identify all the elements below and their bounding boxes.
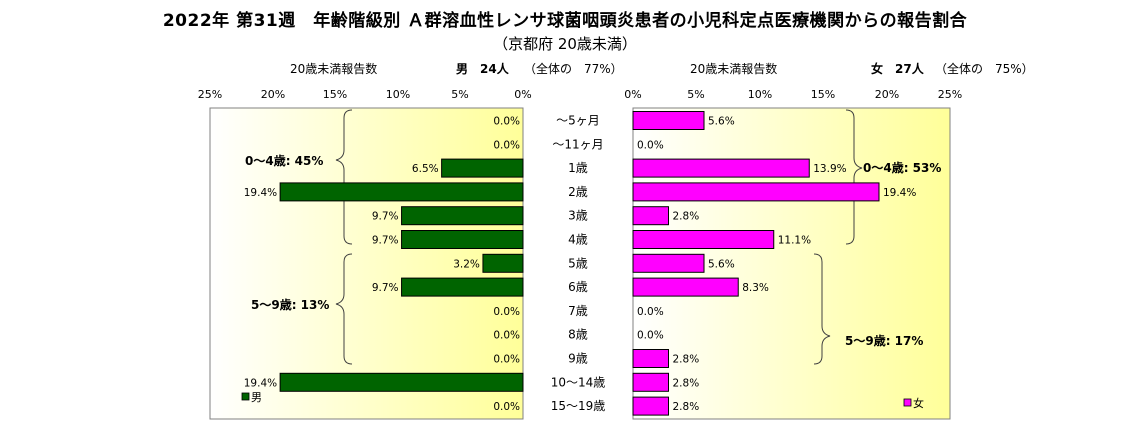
category-label: ～5ヶ月 — [556, 114, 600, 128]
male-group-braces — [335, 109, 353, 365]
female-bar — [632, 206, 670, 226]
female-data-label: 2.8% — [673, 377, 700, 389]
female-tick: 5% — [687, 88, 704, 101]
male-header-count: 男 24人 — [456, 61, 510, 76]
female-bar — [632, 230, 775, 249]
male-data-label: 3.2% — [453, 258, 480, 270]
category-label: 6歳 — [568, 280, 588, 294]
female-group-label-5-9: 5～9歳: 17% — [845, 333, 923, 348]
female-header-count: 女 27人 — [871, 61, 925, 76]
female-data-label: 0.0% — [637, 306, 664, 318]
female-bar — [632, 277, 739, 297]
male-brace-0-4 — [335, 109, 353, 245]
male-data-label: 9.7% — [372, 211, 399, 223]
category-label: 2歳 — [568, 185, 588, 199]
male-tick: 10% — [386, 88, 410, 101]
male-data-label: 6.5% — [412, 163, 439, 175]
female-legend: 女 — [903, 396, 924, 410]
male-data-label: 0.0% — [493, 116, 520, 128]
female-bar — [632, 349, 670, 368]
male-tick: 15% — [323, 88, 347, 101]
male-axis-ticks: 25% 20% 15% 10% 5% 0% — [198, 88, 532, 101]
category-label: 3歳 — [568, 209, 588, 223]
male-group-label-0-4: 0～4歳: 45% — [245, 153, 323, 168]
female-data-label: 0.0% — [637, 139, 664, 151]
female-legend-swatch — [903, 398, 912, 407]
category-label: 1歳 — [568, 161, 588, 175]
male-legend-swatch — [241, 392, 250, 401]
male-bar — [279, 372, 524, 392]
chart-title: 2022年 第31週 年齢階級別 Ａ群溶血性レンサ球菌咽頭炎患者の小児科定点医療… — [162, 11, 968, 31]
female-data-label: 2.8% — [673, 354, 700, 366]
male-data-label: 0.0% — [493, 401, 520, 413]
female-bar — [632, 158, 810, 178]
category-label: 9歳 — [568, 352, 588, 366]
female-bar — [632, 111, 705, 130]
female-tick: 20% — [875, 88, 899, 101]
male-tick: 25% — [198, 88, 222, 101]
male-data-label: 0.0% — [493, 139, 520, 151]
category-label: 8歳 — [568, 328, 588, 342]
female-header-label: 20歳未満報告数 — [690, 61, 777, 76]
female-brace-5-9 — [813, 253, 831, 365]
female-tick: 25% — [938, 88, 962, 101]
male-data-label: 9.7% — [372, 235, 399, 247]
female-tick: 15% — [811, 88, 835, 101]
male-data-label: 0.0% — [493, 330, 520, 342]
female-brace-0-4 — [845, 109, 863, 245]
male-tick: 5% — [451, 88, 468, 101]
female-axis-ticks: 0% 5% 10% 15% 20% 25% — [624, 88, 962, 101]
female-data-label: 0.0% — [637, 330, 664, 342]
male-bar — [401, 277, 524, 297]
female-bar — [632, 182, 880, 202]
male-data-label: 0.0% — [493, 306, 520, 318]
female-group-label-0-4: 0～4歳: 53% — [863, 160, 941, 175]
female-data-label: 13.9% — [813, 163, 846, 175]
female-legend-label: 女 — [913, 396, 924, 410]
female-data-label: 5.6% — [708, 258, 735, 270]
category-label: ～11ヶ月 — [552, 137, 603, 151]
male-bar — [482, 253, 524, 273]
category-label: 7歳 — [568, 304, 588, 318]
male-header-share: （全体の 77%） — [524, 61, 623, 76]
male-data-label: 19.4% — [244, 377, 277, 389]
female-header-share: （全体の 75%） — [935, 61, 1034, 76]
category-label: 4歳 — [568, 233, 588, 247]
male-legend-label: 男 — [251, 391, 262, 404]
male-data-label: 9.7% — [372, 282, 399, 294]
male-bars: 0.0% 0.0% 6.5% 19.4% 9.7% 9.7% 3.2% 9.7% 0.0% 0.0… — [244, 116, 524, 413]
male-group-label-5-9: 5～9歳: 13% — [251, 297, 329, 312]
female-data-label: 5.6% — [708, 116, 735, 128]
male-legend: 男 — [241, 391, 262, 404]
male-bar — [441, 158, 524, 178]
female-group-braces — [813, 109, 863, 365]
female-data-label: 11.1% — [778, 235, 811, 247]
category-label: 5歳 — [568, 256, 588, 270]
female-tick: 10% — [748, 88, 772, 101]
category-labels: ～5ヶ月 ～11ヶ月 1歳 2歳 3歳 4歳 5歳 6歳 7歳 8歳 9歳 10～14歳 15～19歳 — [551, 114, 606, 414]
female-bars: 5.6% 0.0% 13.9% 19.4% 2.8% 11.1% 5.6% 8.3% 0.0% 0… — [632, 111, 916, 416]
female-data-label: 8.3% — [742, 282, 769, 294]
female-bar — [632, 372, 670, 392]
male-bar — [401, 206, 524, 226]
male-tick: 20% — [261, 88, 285, 101]
male-tick: 0% — [514, 88, 531, 101]
female-tick: 0% — [624, 88, 641, 101]
male-brace-5-9 — [335, 253, 353, 365]
chart-subtitle: （京都府 20歳未満） — [493, 35, 637, 53]
male-data-label: 0.0% — [493, 354, 520, 366]
female-data-label: 19.4% — [883, 187, 916, 199]
male-bar — [279, 182, 524, 202]
female-data-label: 2.8% — [673, 401, 700, 413]
male-header-label: 20歳未満報告数 — [290, 61, 377, 76]
female-bar — [632, 396, 670, 416]
category-label: 15～19歳 — [551, 399, 606, 413]
category-label: 10～14歳 — [551, 375, 606, 389]
male-data-label: 19.4% — [244, 187, 277, 199]
female-data-label: 2.8% — [673, 211, 700, 223]
female-bar — [632, 253, 705, 273]
male-bar — [401, 230, 524, 249]
